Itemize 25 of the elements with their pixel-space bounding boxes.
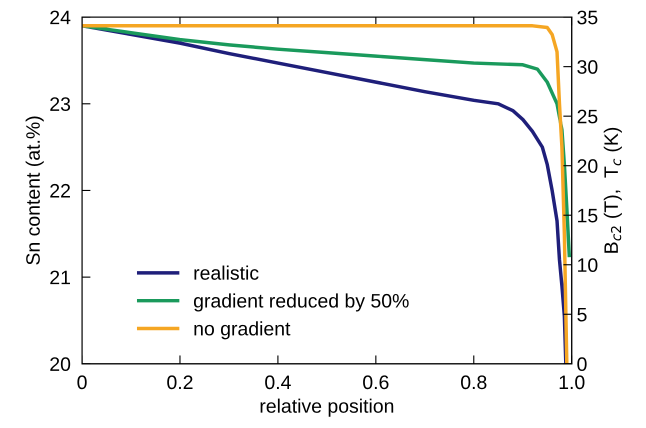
x-tick-label: 0 [77,375,87,390]
y2-tick-label: 15 [578,208,598,222]
y2-axis-title: B$_{c2}$ (T), T$_{c}$ (K) [604,128,622,253]
x-tick-label: 0.2 [167,375,193,390]
y-axis-title: Sn content (at.%) [26,116,44,265]
y2-tick-label: 30 [577,60,598,74]
y2-tick-label: 10 [578,258,598,272]
x-tick-label: 1.0 [560,375,584,390]
x-tick-label: 0.8 [461,375,486,390]
y2-tick-label: 25 [578,110,598,124]
x-axis-title: relative position [260,398,394,417]
y-tick-label: 20 [50,357,70,372]
y-tick-label: 21 [50,270,70,284]
x-tick-label: 0.4 [265,375,291,390]
y2-tick-label: 0 [577,357,587,372]
y2-tick-label: 5 [577,308,587,322]
legend-label: gradient reduced by 50% [194,293,409,312]
y-tick-label: 22 [50,184,70,198]
y2-tick-label: 35 [577,10,598,24]
x-tick-label: 0.6 [363,375,389,390]
y-tick-label: 23 [50,97,70,112]
y2-tick-label: 20 [578,159,598,173]
legend-label: realistic [194,266,259,280]
legend-label: no gradient [194,321,290,340]
y-tick-label: 24 [50,10,70,24]
